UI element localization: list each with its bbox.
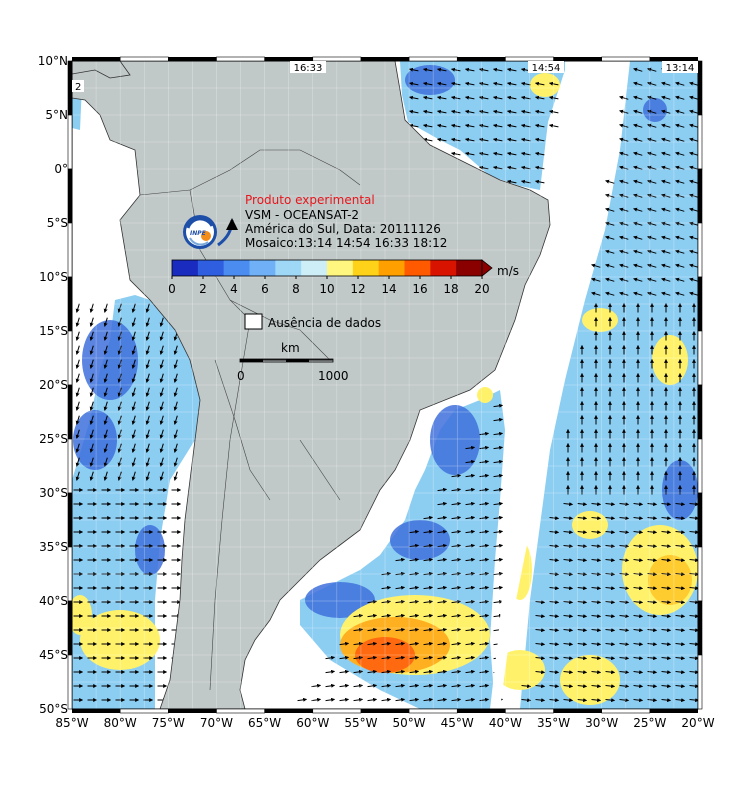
scale-unit: km [281, 341, 300, 355]
colorbar-segment [197, 260, 225, 276]
colorbar-segment [404, 260, 431, 276]
colorbar-segment [327, 260, 354, 276]
colorbar-unit: m/s [497, 264, 519, 278]
colorbar-tick: 2 [199, 282, 207, 296]
lat-tick-label: 20°S [39, 378, 68, 392]
lon-tick-label: 80°W [104, 716, 137, 730]
country-borders [139, 149, 361, 691]
pass-time-box-3 [662, 61, 698, 73]
lon-tick-label: 75°W [152, 716, 185, 730]
colorbar-tick: 6 [261, 282, 269, 296]
colorbar-tick: 16 [412, 282, 427, 296]
colorbar-tick: 10 [319, 282, 334, 296]
colorbar-segment [378, 260, 405, 276]
legend-line-3: Mosaico:13:14 14:54 16:33 18:12 [245, 236, 447, 250]
nodata-strip [490, 230, 595, 709]
colorbar [171, 259, 493, 277]
lon-tick-label: 35°W [537, 716, 570, 730]
lon-tick-label: 65°W [248, 716, 281, 730]
logo-arrow [217, 218, 238, 247]
colorbar-segment [249, 260, 276, 276]
lon-tick-label: 50°W [393, 716, 426, 730]
pass-time-box-2 [528, 61, 564, 73]
lat-tick-label: 0° [54, 162, 68, 176]
lon-tick-label: 60°W [296, 716, 329, 730]
colorbar-tick: 18 [443, 282, 458, 296]
longitude-labels: 85°W 80°W 75°W 70°W 65°W 60°W 55°W 50°W 45°W 40°W… [55, 716, 714, 730]
land-central-america [72, 61, 131, 79]
lat-tick-label: 50°S [39, 702, 68, 716]
lat-tick-label: 45°S [39, 648, 68, 662]
pass-time-2: 14:54 [532, 63, 561, 74]
lat-tick-label: 10°N [38, 54, 68, 68]
product-title: Produto experimental [245, 193, 375, 207]
lat-tick-label: 25°S [39, 432, 68, 446]
lat-tick-label: 15°S [39, 324, 68, 338]
lat-tick-label: 35°S [39, 540, 68, 554]
lon-tick-label: 70°W [200, 716, 233, 730]
lat-tick-label: 30°S [39, 486, 68, 500]
colorbar-tick: 4 [230, 282, 238, 296]
latitude-labels: 10°N 5°N 0° 5°S 10°S 15°S 20°S 25°S 30°S 35°S 40°S… [38, 54, 68, 716]
lat-tick-label: 5°N [45, 108, 68, 122]
colorbar-tick: 20 [474, 282, 489, 296]
frame-scale-bars [67, 56, 703, 714]
colorbar-segment [301, 260, 328, 276]
lat-tick-label: 10°S [39, 270, 68, 284]
pass-time-3: 13:14 [666, 63, 695, 74]
corner-mark: 2 [75, 82, 81, 93]
lat-tick-label: 40°S [39, 594, 68, 608]
colorbar-segment [172, 260, 199, 276]
map-graticule [72, 61, 698, 709]
lon-tick-label: 30°W [585, 716, 618, 730]
lon-tick-label: 45°W [441, 716, 474, 730]
colorbar-segment [275, 260, 302, 276]
no-data-label: Ausência de dados [268, 316, 381, 330]
inpe-logo: INPE [183, 215, 217, 249]
svg-text:INPE: INPE [190, 230, 207, 237]
colorbar-tick: 0 [168, 282, 176, 296]
scale-bar [239, 358, 334, 363]
colorbar-tick-labels: 0 2 4 6 8 10 12 14 16 18 20 [168, 276, 490, 296]
colorbar-arrow [481, 259, 493, 277]
colorbar-segment [456, 260, 483, 276]
scale-start: 0 [237, 369, 245, 383]
lon-tick-label: 20°W [681, 716, 714, 730]
scale-end: 1000 [318, 369, 349, 383]
wind-vectors [73, 67, 698, 703]
no-data-swatch [244, 313, 263, 330]
colorbar-segment [430, 260, 457, 276]
colorbar-tick: 12 [350, 282, 365, 296]
lon-tick-label: 25°W [633, 716, 666, 730]
lon-tick-label: 85°W [55, 716, 88, 730]
legend-line-1: VSM - OCEANSAT-2 [245, 208, 359, 222]
corner-mark-box [72, 80, 84, 92]
pass-time-1: 16:33 [294, 63, 323, 74]
lat-tick-label: 5°S [47, 216, 68, 230]
colorbar-tick: 14 [381, 282, 396, 296]
pass-time-box-1 [290, 61, 326, 73]
lon-tick-label: 40°W [489, 716, 522, 730]
colorbar-segment [223, 260, 250, 276]
lon-tick-label: 55°W [344, 716, 377, 730]
colorbar-segment [352, 260, 380, 276]
legend-line-2: América do Sul, Data: 20111126 [245, 222, 441, 236]
colorbar-tick: 8 [292, 282, 300, 296]
